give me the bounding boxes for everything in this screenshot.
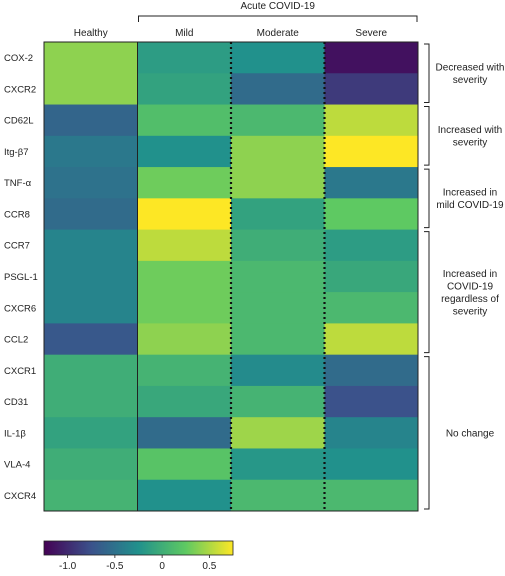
group-header-bracket	[138, 15, 418, 22]
row-label-ccl2: CCL2	[4, 335, 28, 346]
heatmap-cell-itg-7-mild	[137, 135, 232, 168]
column-label-moderate: Moderate	[257, 28, 300, 39]
row-label-vla-4: VLA-4	[4, 460, 30, 471]
group-bracket-3	[424, 231, 430, 354]
group-label-2: Increased in mild COVID-19	[436, 188, 504, 212]
heatmap-cell-cxcr1-healthy	[44, 354, 138, 387]
row-label-cxcr4: CXCR4	[4, 491, 36, 502]
heatmap-cell-il-1-moderate	[231, 417, 325, 449]
group-bracket-0	[424, 43, 430, 104]
group-bracket-2	[424, 168, 430, 229]
heatmap-cell-psgl-1-mild	[137, 260, 232, 293]
heatmap-cell-vla-4-moderate	[231, 448, 325, 481]
group-label-4: No change	[446, 428, 495, 439]
heatmap-cell-cd62l-moderate	[231, 104, 325, 137]
heatmap-cell-cd31-mild	[137, 385, 232, 418]
group-bracket-4	[424, 356, 430, 510]
heatmap-cell-ccr7-mild	[137, 229, 232, 262]
heatmap-cell-tnf-severe	[324, 167, 419, 199]
heatmap-cell-cxcr4-moderate	[231, 479, 325, 512]
row-label-psgl-1: PSGL-1	[4, 272, 38, 283]
column-label-severe: Severe	[355, 28, 387, 39]
colorbar-tick-label-3: 0.5	[202, 561, 216, 572]
heatmap-cell-cxcr1-mild	[137, 354, 232, 387]
heatmap-cell-ccr8-healthy	[44, 198, 138, 231]
heatmap-cell-cxcr2-mild	[137, 73, 232, 106]
heatmap-cell-cd62l-mild	[137, 104, 232, 137]
heatmap-cell-tnf-mild	[137, 167, 232, 199]
group-label-3: Increased in COVID-19 regardless of severit…	[441, 269, 499, 318]
heatmap-cell-cd31-healthy	[44, 385, 138, 418]
heatmap-cell-cox-2-severe	[324, 42, 419, 74]
heatmap-cell-ccr7-healthy	[44, 229, 138, 262]
heatmap-cell-cxcr1-severe	[324, 354, 419, 387]
row-label-ccr7: CCR7	[4, 241, 30, 252]
row-label-cxcr1: CXCR1	[4, 366, 36, 377]
heatmap-cell-vla-4-healthy	[44, 448, 138, 481]
heatmap-cell-cd31-severe	[324, 385, 419, 418]
heatmap-cell-il-1-mild	[137, 417, 232, 449]
heatmap-cell-cox-2-moderate	[231, 42, 325, 74]
heatmap-cell-ccl2-moderate	[231, 323, 325, 356]
heatmap-cell-tnf-moderate	[231, 167, 325, 199]
heatmap-cell-cd62l-healthy	[44, 104, 138, 137]
row-label-ccr8: CCR8	[4, 209, 30, 220]
heatmap-cell-cox-2-mild	[137, 42, 232, 74]
group-bracket-1	[424, 106, 430, 166]
heatmap-cell-ccr8-moderate	[231, 198, 325, 231]
heatmap-cell-vla-4-mild	[137, 448, 232, 481]
heatmap-cell-cxcr2-severe	[324, 73, 419, 106]
row-label-cox-2: COX-2	[4, 53, 33, 64]
heatmap-cell-cxcr1-moderate	[231, 354, 325, 387]
group-label-1: Increased with severity	[438, 125, 502, 149]
heatmap-cell-cxcr6-moderate	[231, 292, 325, 324]
heatmap-cell-ccr7-moderate	[231, 229, 325, 262]
heatmap-cell-cxcr4-severe	[324, 479, 419, 512]
heatmap-cell-itg-7-severe	[324, 135, 419, 168]
heatmap-cell-itg-7-moderate	[231, 135, 325, 168]
heatmap-cell-ccl2-severe	[324, 323, 419, 356]
row-label-cxcr6: CXCR6	[4, 303, 36, 314]
group-header-label: Acute COVID-19	[241, 1, 316, 12]
row-label-itg-7: Itg-β7	[4, 147, 28, 158]
heatmap-cell-ccl2-healthy	[44, 323, 138, 356]
heatmap-cell-psgl-1-healthy	[44, 260, 138, 293]
column-label-healthy: Healthy	[74, 28, 108, 39]
row-label-cd62l: CD62L	[4, 116, 34, 127]
column-label-mild: Mild	[175, 28, 193, 39]
heatmap-cell-cxcr6-mild	[137, 292, 232, 324]
row-label-il-1: IL-1β	[4, 428, 26, 439]
heatmap-cell-ccl2-mild	[137, 323, 232, 356]
group-label-0: Decreased with severity	[436, 63, 505, 87]
heatmap-cell-il-1-severe	[324, 417, 419, 449]
colorbar-tick-label-2: 0	[159, 561, 165, 572]
colorbar	[43, 540, 234, 556]
heatmap-cell-il-1-healthy	[44, 417, 138, 449]
heatmap-cell-cxcr6-healthy	[44, 292, 138, 324]
colorbar-tick-label-0: -1.0	[59, 561, 77, 572]
heatmap-cell-vla-4-severe	[324, 448, 419, 481]
heatmap-cell-cxcr4-mild	[137, 479, 232, 512]
heatmap-cell-cxcr2-moderate	[231, 73, 325, 106]
heatmap-cell-cxcr2-healthy	[44, 73, 138, 106]
heatmap-cell-cxcr4-healthy	[44, 479, 138, 512]
colorbar-tick-label-1: -0.5	[106, 561, 124, 572]
heatmap-cell-psgl-1-severe	[324, 260, 419, 293]
heatmap-cell-ccr8-severe	[324, 198, 419, 231]
row-label-cd31: CD31	[4, 397, 28, 408]
heatmap-cell-cxcr6-severe	[324, 292, 419, 324]
row-label-tnf: TNF-α	[4, 178, 32, 189]
heatmap-cell-psgl-1-moderate	[231, 260, 325, 293]
heatmap-cell-ccr8-mild	[137, 198, 232, 231]
row-label-cxcr2: CXCR2	[4, 84, 36, 95]
heatmap-cell-cd31-moderate	[231, 385, 325, 418]
heatmap-cell-itg-7-healthy	[44, 135, 138, 168]
heatmap-cell-ccr7-severe	[324, 229, 419, 262]
heatmap-cell-cox-2-healthy	[44, 42, 138, 74]
heatmap-cell-cd62l-severe	[324, 104, 419, 137]
heatmap-cell-tnf-healthy	[44, 167, 138, 199]
